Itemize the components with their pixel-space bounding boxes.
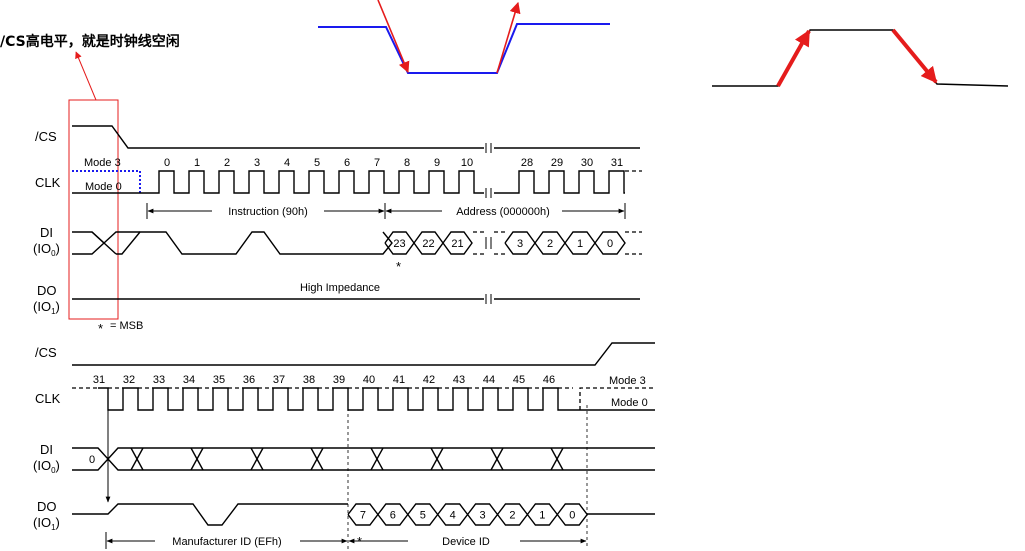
bottom-do-bit-label: 4 (450, 510, 456, 522)
bottom-clk-number: 31 (93, 374, 105, 386)
top-clk-number: 0 (164, 157, 170, 169)
top-di-bit-label: 2 (547, 238, 553, 250)
bottom-clk-number: 41 (393, 374, 405, 386)
device-span-label: Device ID (442, 536, 490, 548)
bottom-clk-mode3-idle (579, 387, 655, 410)
bottom-clk-number: 34 (183, 374, 195, 386)
note-pointer-arrow (75, 51, 97, 101)
bottom-clk-numbers: 31 32 33 34 35 36 37 38 39 40 41 42 43 44 45 46 (93, 374, 555, 386)
top-clk-number: 3 (254, 157, 260, 169)
bottom-mode3-label: Mode 3 (609, 375, 646, 387)
bottom-mode0-label: Mode 0 (611, 397, 648, 409)
top-clk-number: 29 (551, 157, 563, 169)
top-di-bit-label: 0 (607, 238, 613, 250)
bottom-clk-number: 46 (543, 374, 555, 386)
top-clk-number: 7 (374, 157, 380, 169)
bottom-clk-number: 36 (243, 374, 255, 386)
bottom-do-label: DO (37, 499, 57, 514)
top-clk-mode3-idle (72, 170, 141, 193)
bottom-do-device-bits: 7 6 5 4 3 2 1 0 (347, 503, 589, 526)
high-impedance-label: High Impedance (300, 282, 380, 294)
top-di-bit-cell (594, 231, 626, 255)
bottom-clk-number: 45 (513, 374, 525, 386)
bottom-star: * (357, 534, 362, 549)
top-mode0-label: Mode 0 (85, 181, 122, 193)
top-di-bit-label: 23 (393, 238, 405, 250)
top-clk-numbers: 0 1 2 3 4 5 6 7 8 9 10 28 29 30 31 (164, 157, 623, 169)
bottom-do-bit-label: 5 (420, 510, 426, 522)
top-clk-label: CLK (35, 175, 61, 190)
top-di-bit-cell (442, 231, 473, 255)
top-clk-number: 1 (194, 157, 200, 169)
msb-note-label: = MSB (110, 320, 143, 332)
top-clk-number: 9 (434, 157, 440, 169)
bottom-do-bit-label: 0 (569, 510, 575, 522)
top-clk-wave (140, 170, 642, 198)
top-cs-wave (72, 125, 484, 149)
top-cs-break (485, 143, 492, 153)
top-di-bits-msb: 23 22 21 (384, 231, 473, 255)
bottom-cs-label: /CS (35, 345, 57, 360)
top-clk-number: 5 (314, 157, 320, 169)
bottom-clk-number: 44 (483, 374, 495, 386)
bottom-clk-number: 40 (363, 374, 375, 386)
top-di-bits-lsb: 3 2 1 0 (504, 231, 626, 255)
bottom-clk-number: 38 (303, 374, 315, 386)
bottom-clk-number: 39 (333, 374, 345, 386)
top-clk-number: 4 (284, 157, 290, 169)
top-di-wave (72, 231, 393, 255)
top-clk-number: 6 (344, 157, 350, 169)
address-span-label: Address (000000h) (456, 206, 550, 218)
top-clk-number: 31 (611, 157, 623, 169)
top-di-break (485, 237, 492, 249)
bottom-do-sub-label: (IO1) (33, 515, 60, 532)
bottom-clk-label: CLK (35, 391, 61, 406)
msb-note-star: * (98, 321, 103, 336)
top-di-sub-label: (IO0) (33, 241, 60, 258)
top-di-bit-label: 1 (577, 238, 583, 250)
bottom-clk-number: 42 (423, 374, 435, 386)
bottom-di-dontcare (107, 447, 655, 471)
top-cs-label: /CS (35, 129, 57, 144)
bottom-clk-number: 33 (153, 374, 165, 386)
top-clk-number: 28 (521, 157, 533, 169)
annotation-note: /CS高电平，就是时钟线空闲 (0, 33, 180, 50)
top-di-bit-label: 3 (517, 238, 523, 250)
instruction-span-label: Instruction (90h) (228, 206, 307, 218)
bottom-do-bit-label: 1 (539, 510, 545, 522)
top-di-label: DI (40, 225, 53, 240)
top-clk-number: 2 (224, 157, 230, 169)
bottom-do-bit-label: 3 (479, 510, 485, 522)
bottom-di-zero: 0 (89, 454, 95, 466)
top-clk-number: 8 (404, 157, 410, 169)
top-di-bit-label: 22 (422, 238, 434, 250)
top-clk-number: 30 (581, 157, 593, 169)
bottom-do-bit-label: 6 (390, 510, 396, 522)
manufacturer-span-label: Manufacturer ID (EFh) (172, 536, 281, 548)
top-do-sub-label: (IO1) (33, 299, 60, 316)
bottom-clk-number: 43 (453, 374, 465, 386)
bottom-cs-wave (72, 342, 655, 366)
top-msb-star: * (396, 259, 401, 274)
bottom-di-sub-label: (IO0) (33, 458, 60, 475)
bottom-clk-number: 35 (213, 374, 225, 386)
bottom-do-bit-label: 2 (509, 510, 515, 522)
top-clk-number: 10 (461, 157, 473, 169)
top-do-break (485, 294, 492, 304)
top-di-bit-label: 21 (451, 238, 463, 250)
top-mode3-label: Mode 3 (84, 157, 121, 169)
edge-inset-pulse (712, 28, 1009, 87)
bottom-di-label: DI (40, 442, 53, 457)
bottom-do-bit-label: 7 (360, 510, 366, 522)
bottom-clk-number: 37 (273, 374, 285, 386)
bottom-clk-number: 32 (123, 374, 135, 386)
bottom-do-manufacturer-wave (72, 503, 348, 526)
edge-inset-blue (318, 0, 610, 74)
highlight-box (68, 99, 119, 320)
top-do-label: DO (37, 283, 57, 298)
bottom-clk-wave (98, 387, 580, 411)
